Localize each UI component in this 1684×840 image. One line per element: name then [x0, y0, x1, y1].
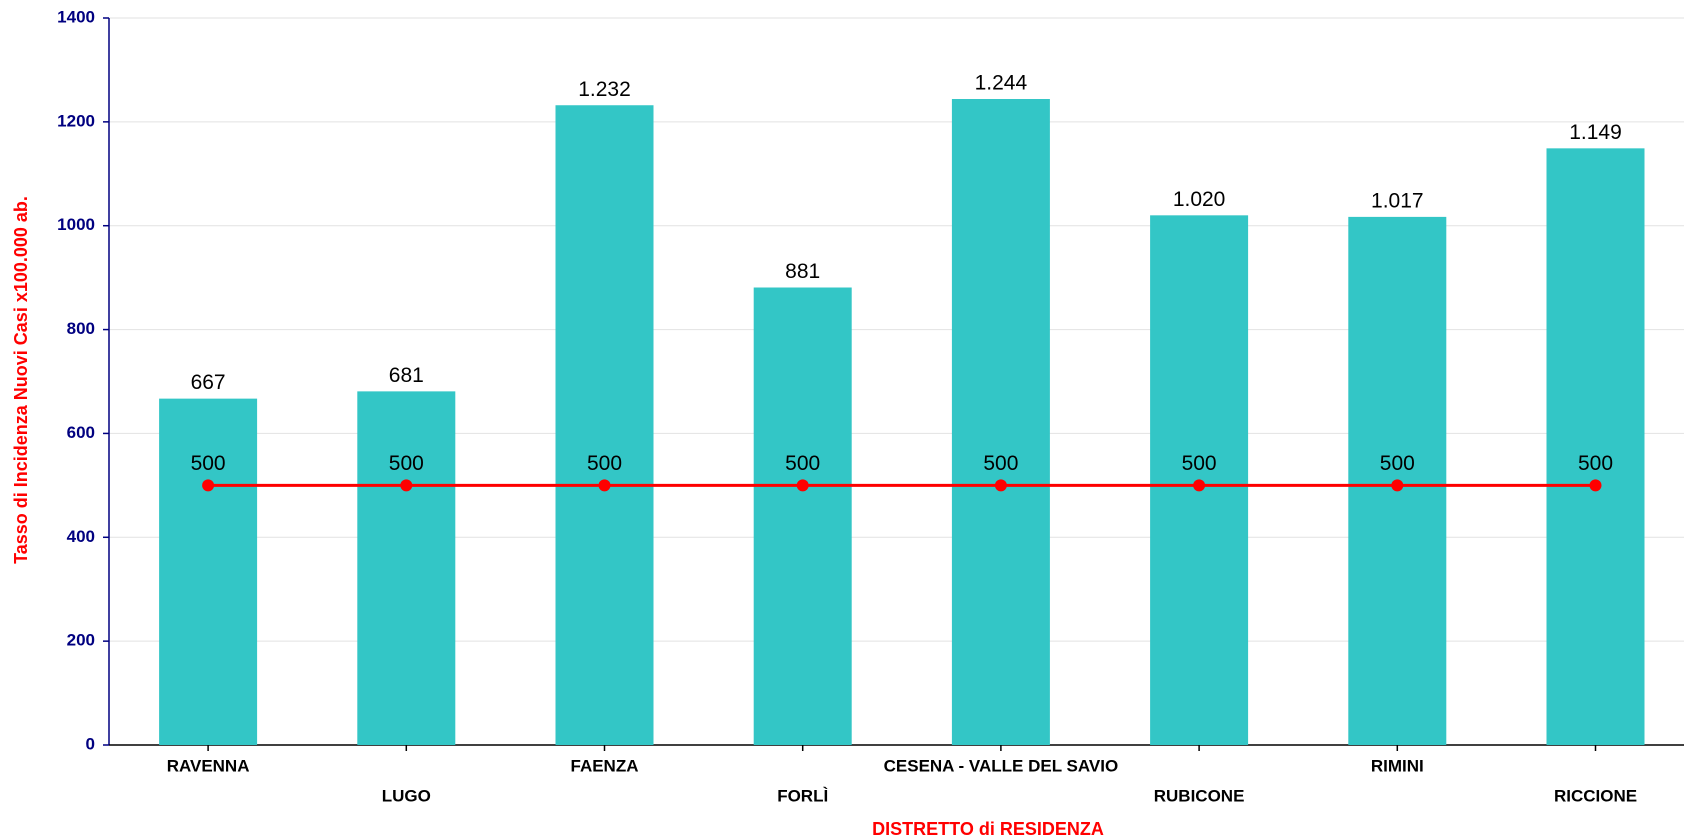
- x-tick-label: CESENA - VALLE DEL SAVIO: [884, 756, 1119, 775]
- value-label: 500: [983, 452, 1018, 475]
- line-marker: [202, 479, 215, 492]
- x-tick-label: RAVENNA: [167, 756, 250, 775]
- value-label: 500: [389, 452, 424, 475]
- value-label: 1.149: [1569, 121, 1622, 144]
- value-label: 1.017: [1371, 189, 1424, 212]
- y-tick-label: 1000: [57, 215, 95, 234]
- y-tick-label: 1400: [57, 7, 95, 26]
- value-label: 667: [191, 371, 226, 394]
- bar: [357, 391, 456, 745]
- value-label: 500: [785, 452, 820, 475]
- value-label: 1.232: [578, 78, 631, 101]
- line-marker: [400, 479, 413, 492]
- line-marker: [1589, 479, 1602, 492]
- line-marker: [994, 479, 1007, 492]
- value-label: 1.244: [975, 72, 1028, 95]
- line-marker: [1193, 479, 1206, 492]
- bar: [159, 398, 258, 745]
- y-axis-title: Tasso di Incidenza Nuovi Casi x100.000 a…: [11, 196, 31, 564]
- x-tick-label: LUGO: [382, 786, 431, 805]
- bar: [753, 287, 852, 745]
- y-tick-label: 400: [67, 527, 95, 546]
- line-marker: [1391, 479, 1404, 492]
- x-tick-label: RIMINI: [1371, 756, 1424, 775]
- value-label: 500: [1578, 452, 1613, 475]
- value-label: 681: [389, 364, 424, 387]
- bar: [951, 99, 1050, 746]
- x-tick-label: RUBICONE: [1154, 786, 1245, 805]
- y-tick-label: 800: [67, 319, 95, 338]
- x-tick-label: RICCIONE: [1554, 786, 1637, 805]
- value-label: 1.020: [1173, 188, 1226, 211]
- x-tick-label: FAENZA: [571, 756, 639, 775]
- value-label: 500: [587, 452, 622, 475]
- line-marker: [796, 479, 809, 492]
- value-label: 500: [1182, 452, 1217, 475]
- bar: [1546, 148, 1645, 746]
- x-axis-title: DISTRETTO di RESIDENZA: [872, 819, 1104, 839]
- y-tick-label: 600: [67, 423, 95, 442]
- line-marker: [598, 479, 611, 492]
- y-tick-label: 0: [86, 734, 95, 753]
- y-tick-label: 1200: [57, 111, 95, 130]
- value-label: 500: [191, 452, 226, 475]
- bar: [555, 105, 654, 746]
- y-tick-label: 200: [67, 631, 95, 650]
- value-label: 881: [785, 260, 820, 283]
- value-label: 500: [1380, 452, 1415, 475]
- x-tick-label: FORLÌ: [777, 786, 828, 805]
